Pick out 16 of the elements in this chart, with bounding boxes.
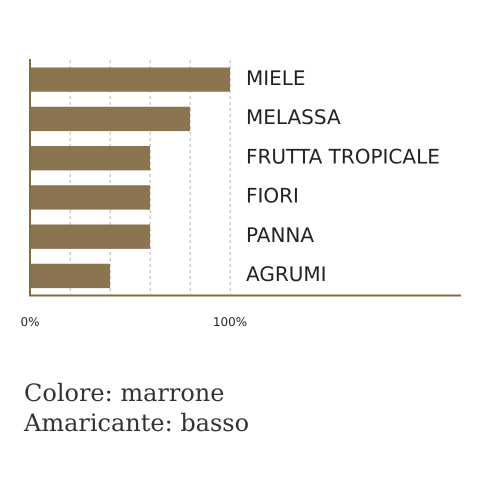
y-tick-label: FIORI xyxy=(246,184,299,208)
y-tick-label: PANNA xyxy=(246,222,314,247)
bar xyxy=(30,264,110,288)
text: Colore: marrone xyxy=(24,378,226,408)
y-tick-label: MIELE xyxy=(246,66,306,90)
y-tick-label: FRUTTA TROPICALE xyxy=(246,144,440,168)
y-tick-label: MELASSA xyxy=(246,105,341,130)
bar xyxy=(30,67,230,92)
y-tick-label: AGRUMI xyxy=(246,262,327,286)
bar xyxy=(30,106,190,132)
bar xyxy=(30,224,150,249)
bar xyxy=(30,146,150,170)
text: Amaricante: basso xyxy=(24,408,250,438)
x-tick-label: 100% xyxy=(212,314,248,329)
bar xyxy=(30,185,150,210)
x-tick-label: 0% xyxy=(20,314,40,329)
